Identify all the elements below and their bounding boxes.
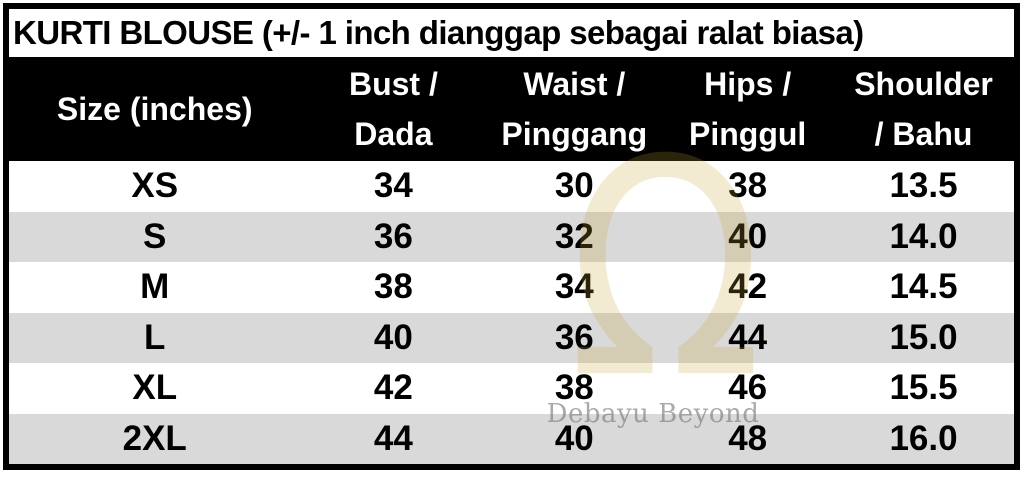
cell-waist: 40 [554, 418, 594, 458]
header-shoulder-line1: Shoulder [854, 66, 993, 102]
table-header-row: Size (inches) Bust / Dada Waist / Pingga… [9, 57, 1014, 161]
table-row-l: L 40 36 44 15.0 [9, 312, 1014, 363]
header-hips: Hips / Pinggul [662, 57, 833, 161]
header-size-label: Size (inches) [56, 91, 253, 127]
cell-hips: 46 [728, 368, 768, 408]
table-row-xs: XS 34 30 38 13.5 [9, 161, 1014, 212]
cell-waist: 30 [554, 166, 594, 206]
table-row-2xl: 2XL 44 40 48 16.0 [9, 413, 1014, 464]
cell-size: 2XL [122, 418, 187, 458]
cell-waist: 36 [554, 317, 594, 357]
cell-shoulder: 15.5 [889, 368, 958, 408]
cell-size: XL [132, 368, 178, 408]
header-shoulder: Shoulder / Bahu [833, 57, 1014, 161]
table-row-xl: XL 42 38 46 15.5 [9, 363, 1014, 414]
cell-hips: 40 [728, 216, 768, 256]
header-bust-line2: Dada [354, 116, 433, 152]
header-hips-line1: Hips / [704, 66, 792, 102]
header-hips-line2: Pinggul [689, 116, 807, 152]
cell-waist: 34 [554, 267, 594, 307]
cell-hips: 42 [728, 267, 768, 307]
cell-bust: 42 [373, 368, 413, 408]
cell-hips: 38 [728, 166, 768, 206]
cell-size: L [144, 317, 166, 357]
table-row-m: M 38 34 42 14.5 [9, 262, 1014, 313]
cell-waist: 32 [554, 216, 594, 256]
cell-size: S [143, 216, 167, 256]
cell-bust: 36 [373, 216, 413, 256]
cell-bust: 34 [373, 166, 413, 206]
cell-shoulder: 15.0 [889, 317, 958, 357]
header-waist-line2: Pinggang [501, 116, 648, 152]
cell-shoulder: 13.5 [889, 166, 958, 206]
cell-shoulder: 14.5 [889, 267, 958, 307]
cell-shoulder: 14.0 [889, 216, 958, 256]
table-row-s: S 36 32 40 14.0 [9, 211, 1014, 262]
cell-size: M [140, 267, 170, 307]
cell-hips: 48 [728, 418, 768, 458]
chart-title: KURTI BLOUSE (+/- 1 inch dianggap sebaga… [9, 9, 1014, 57]
table-body: XS 34 30 38 13.5 S 36 32 40 14.0 M 38 34… [9, 161, 1014, 464]
cell-bust: 38 [373, 267, 413, 307]
cell-hips: 44 [728, 317, 768, 357]
header-size: Size (inches) [9, 57, 300, 161]
header-bust: Bust / Dada [300, 57, 486, 161]
size-chart-table: KURTI BLOUSE (+/- 1 inch dianggap sebaga… [3, 3, 1020, 470]
header-shoulder-line2: / Bahu [874, 116, 973, 152]
cell-shoulder: 16.0 [889, 418, 958, 458]
header-bust-line1: Bust / [348, 66, 438, 102]
cell-waist: 38 [554, 368, 594, 408]
cell-bust: 44 [373, 418, 413, 458]
cell-bust: 40 [373, 317, 413, 357]
header-waist-line1: Waist / [523, 66, 626, 102]
header-waist: Waist / Pinggang [486, 57, 662, 161]
cell-size: XS [131, 166, 179, 206]
